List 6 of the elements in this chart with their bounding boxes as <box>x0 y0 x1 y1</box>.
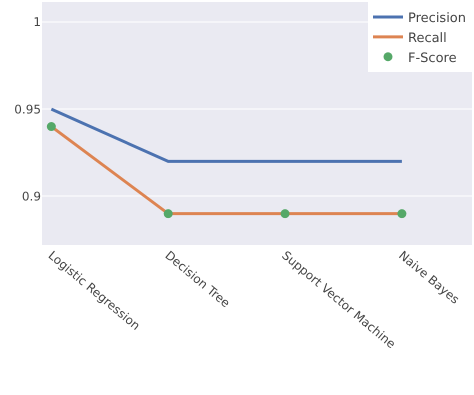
y-tick-label: 0.95 <box>14 102 41 116</box>
legend-label: Recall <box>408 30 447 46</box>
legend-label: Precision <box>408 11 466 26</box>
legend-label: F-Score <box>408 50 457 66</box>
y-tick-label: 1 <box>33 15 41 30</box>
y-tick-label: 0.9 <box>22 189 41 204</box>
